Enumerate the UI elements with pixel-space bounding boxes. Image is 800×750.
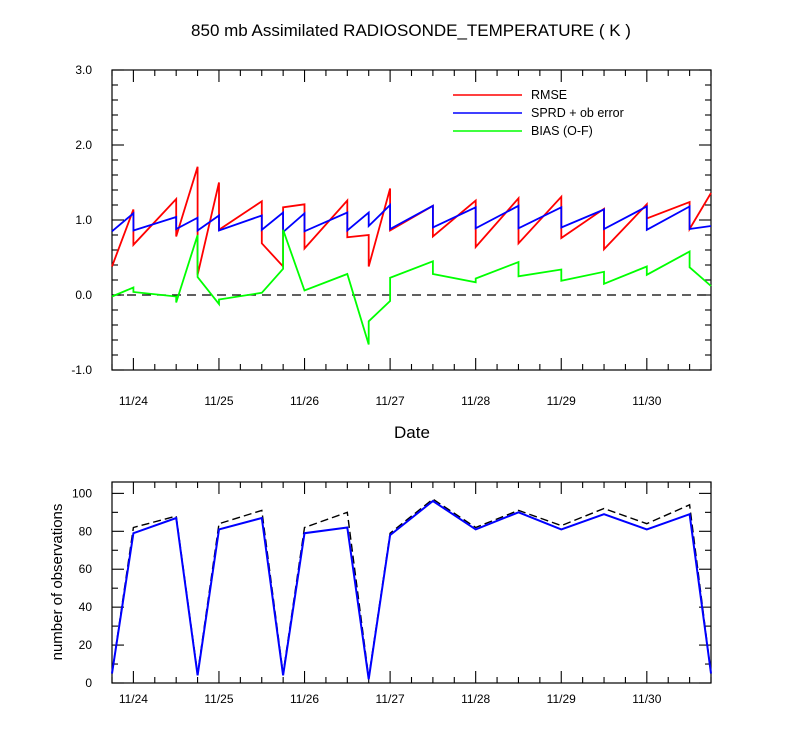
x-tick-label-0-0: 11/24 [119,394,148,408]
x-tick-label-0-5: 11/29 [547,394,576,408]
series-line-bias-o-f [111,229,712,345]
y-tick-label-0-0: -1.0 [71,363,92,377]
legend: RMSE SPRD + ob error BIAS (O-F) [453,88,624,138]
bottom-axis-ticks [111,482,712,684]
y-tick-label-1-1: 20 [79,638,93,652]
bottom-x-tick-labels: 11/24 11/25 11/26 11/27 11/28 11/29 11/30 [119,692,662,706]
x-tick-label-1-5: 11/29 [547,692,576,706]
x-axis-label: Date [394,423,430,442]
legend-label-sprd: SPRD + ob error [531,106,624,120]
series-line-sprd-ob-error [111,202,712,234]
top-x-tick-labels: 11/24 11/25 11/26 11/27 11/28 11/29 11/30 [119,394,662,408]
top-axis-ticks [111,69,712,371]
top-series-group [111,166,712,345]
bottom-series-group [111,498,712,680]
x-tick-label-1-3: 11/27 [376,692,405,706]
y-tick-label-0-4: 3.0 [75,63,92,77]
series-line-observations-used [111,499,712,680]
x-tick-label-0-1: 11/25 [204,394,233,408]
y-tick-label-0-1: 0.0 [75,288,92,302]
x-tick-label-1-6: 11/30 [632,692,661,706]
y-tick-label-1-3: 60 [79,562,93,576]
top-y-tick-labels: -1.0 0.0 1.0 2.0 3.0 [71,63,92,377]
legend-label-rmse: RMSE [531,88,567,102]
x-tick-label-0-3: 11/27 [376,394,405,408]
x-tick-label-1-1: 11/25 [204,692,233,706]
y-tick-label-0-3: 2.0 [75,138,92,152]
chart-title: 850 mb Assimilated RADIOSONDE_TEMPERATUR… [191,21,631,40]
y-tick-label-1-0: 0 [85,676,92,690]
y-axis-label-observations: number of observations [49,504,66,661]
y-tick-label-1-5: 100 [72,486,92,500]
x-tick-label-1-0: 11/24 [119,692,148,706]
x-tick-label-0-2: 11/26 [290,394,319,408]
x-tick-label-1-4: 11/28 [461,692,490,706]
legend-label-bias: BIAS (O-F) [531,124,593,138]
y-tick-label-1-2: 40 [79,600,93,614]
y-tick-label-0-2: 1.0 [75,213,92,227]
x-tick-label-0-6: 11/30 [632,394,661,408]
x-tick-label-0-4: 11/28 [461,394,490,408]
bottom-y-tick-labels: 0 20 40 60 80 100 [72,486,92,690]
y-tick-label-1-4: 80 [79,524,93,538]
x-tick-label-1-2: 11/26 [290,692,319,706]
